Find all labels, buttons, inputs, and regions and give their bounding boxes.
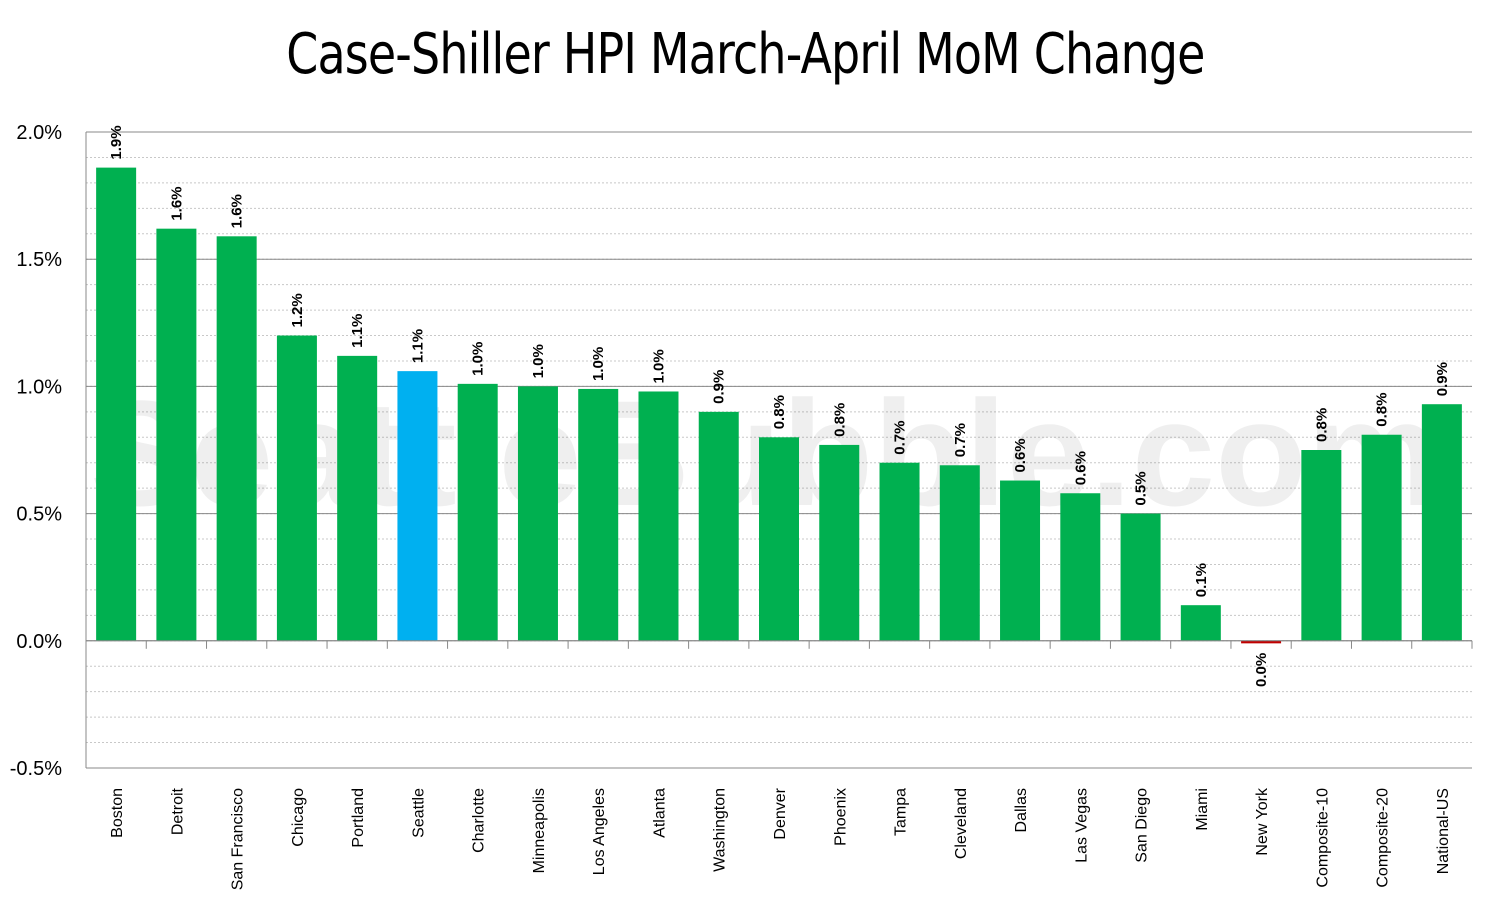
data-label: 0.8% (771, 395, 788, 429)
bar (578, 388, 619, 641)
bar (1301, 450, 1342, 641)
x-category-label: Miami (1194, 788, 1211, 831)
data-label: 1.0% (470, 342, 487, 376)
x-category-label: Washington (712, 788, 729, 872)
y-tick-label: 1.5% (16, 249, 62, 271)
bar (156, 228, 197, 641)
bar (1241, 640, 1282, 644)
bar (819, 444, 860, 641)
y-tick-label: 0.0% (16, 631, 62, 653)
bar (759, 437, 799, 641)
x-category-label: San Diego (1134, 788, 1151, 863)
data-label: 1.0% (650, 349, 667, 383)
data-label: 1.6% (229, 194, 246, 228)
x-category-label: Seattle (410, 788, 427, 838)
bar (96, 167, 137, 641)
x-category-label: Las Vegas (1073, 788, 1090, 863)
bar (1421, 404, 1462, 641)
data-label: 0.7% (892, 421, 909, 455)
x-category-label: National-US (1435, 788, 1452, 874)
data-label: 1.1% (409, 329, 426, 363)
data-label: 0.0% (1253, 653, 1270, 687)
x-category-label: Detroit (169, 787, 186, 835)
x-category-label: Composite-10 (1314, 788, 1331, 888)
data-label: 0.9% (711, 370, 728, 404)
chart-title: Case-Shiller HPI March-April MoM Change (286, 22, 1205, 87)
bar (216, 236, 257, 641)
data-label: 0.6% (1012, 438, 1029, 472)
bar (1000, 480, 1041, 641)
data-label: 0.1% (1193, 563, 1210, 597)
data-label: 0.5% (1133, 471, 1150, 505)
x-category-label: San Francisco (230, 788, 247, 890)
data-label: 1.9% (108, 125, 125, 159)
bar (397, 371, 438, 641)
bar (939, 465, 980, 641)
data-label: 0.8% (1313, 408, 1330, 442)
x-category-label: Boston (109, 788, 126, 838)
y-tick-label: 2.0% (16, 122, 62, 144)
y-tick-label: 1.0% (16, 376, 62, 398)
y-tick-label: 0.5% (16, 504, 62, 526)
y-tick-label: -0.5% (10, 758, 62, 780)
bar (457, 383, 498, 641)
x-category-label: Denver (772, 787, 789, 839)
data-label: 0.6% (1072, 451, 1089, 485)
data-label: 1.0% (590, 347, 607, 381)
data-label: 1.2% (289, 293, 306, 327)
x-category-label: New York (1254, 787, 1271, 856)
x-category-label: Dallas (1013, 788, 1030, 832)
x-category-label: Los Angeles (591, 788, 608, 875)
data-label: 0.9% (1434, 362, 1451, 396)
data-label: 0.8% (1374, 393, 1391, 427)
data-label: 0.8% (831, 403, 848, 437)
x-category-label: Portland (350, 788, 367, 848)
bar (698, 411, 739, 641)
bar (337, 355, 378, 641)
data-label: 1.0% (530, 344, 547, 378)
bar (276, 335, 317, 641)
x-category-label: Charlotte (471, 788, 488, 853)
x-category-label: Tampa (893, 788, 910, 836)
x-category-label: Composite-20 (1375, 788, 1392, 888)
bar (1120, 513, 1161, 641)
bar (1060, 493, 1101, 641)
data-label: 1.1% (349, 314, 366, 348)
x-category-label: Atlanta (651, 788, 668, 838)
bar (879, 462, 920, 641)
bar (1361, 434, 1402, 641)
bar (1180, 605, 1221, 641)
x-category-label: Phoenix (832, 788, 849, 846)
data-label: 1.6% (168, 186, 185, 220)
bar (638, 391, 679, 641)
data-label: 0.7% (952, 423, 969, 457)
x-category-label: Chicago (290, 788, 307, 847)
bar (517, 386, 558, 641)
x-category-label: Minneapolis (531, 788, 548, 873)
x-category-label: Cleveland (953, 788, 970, 859)
